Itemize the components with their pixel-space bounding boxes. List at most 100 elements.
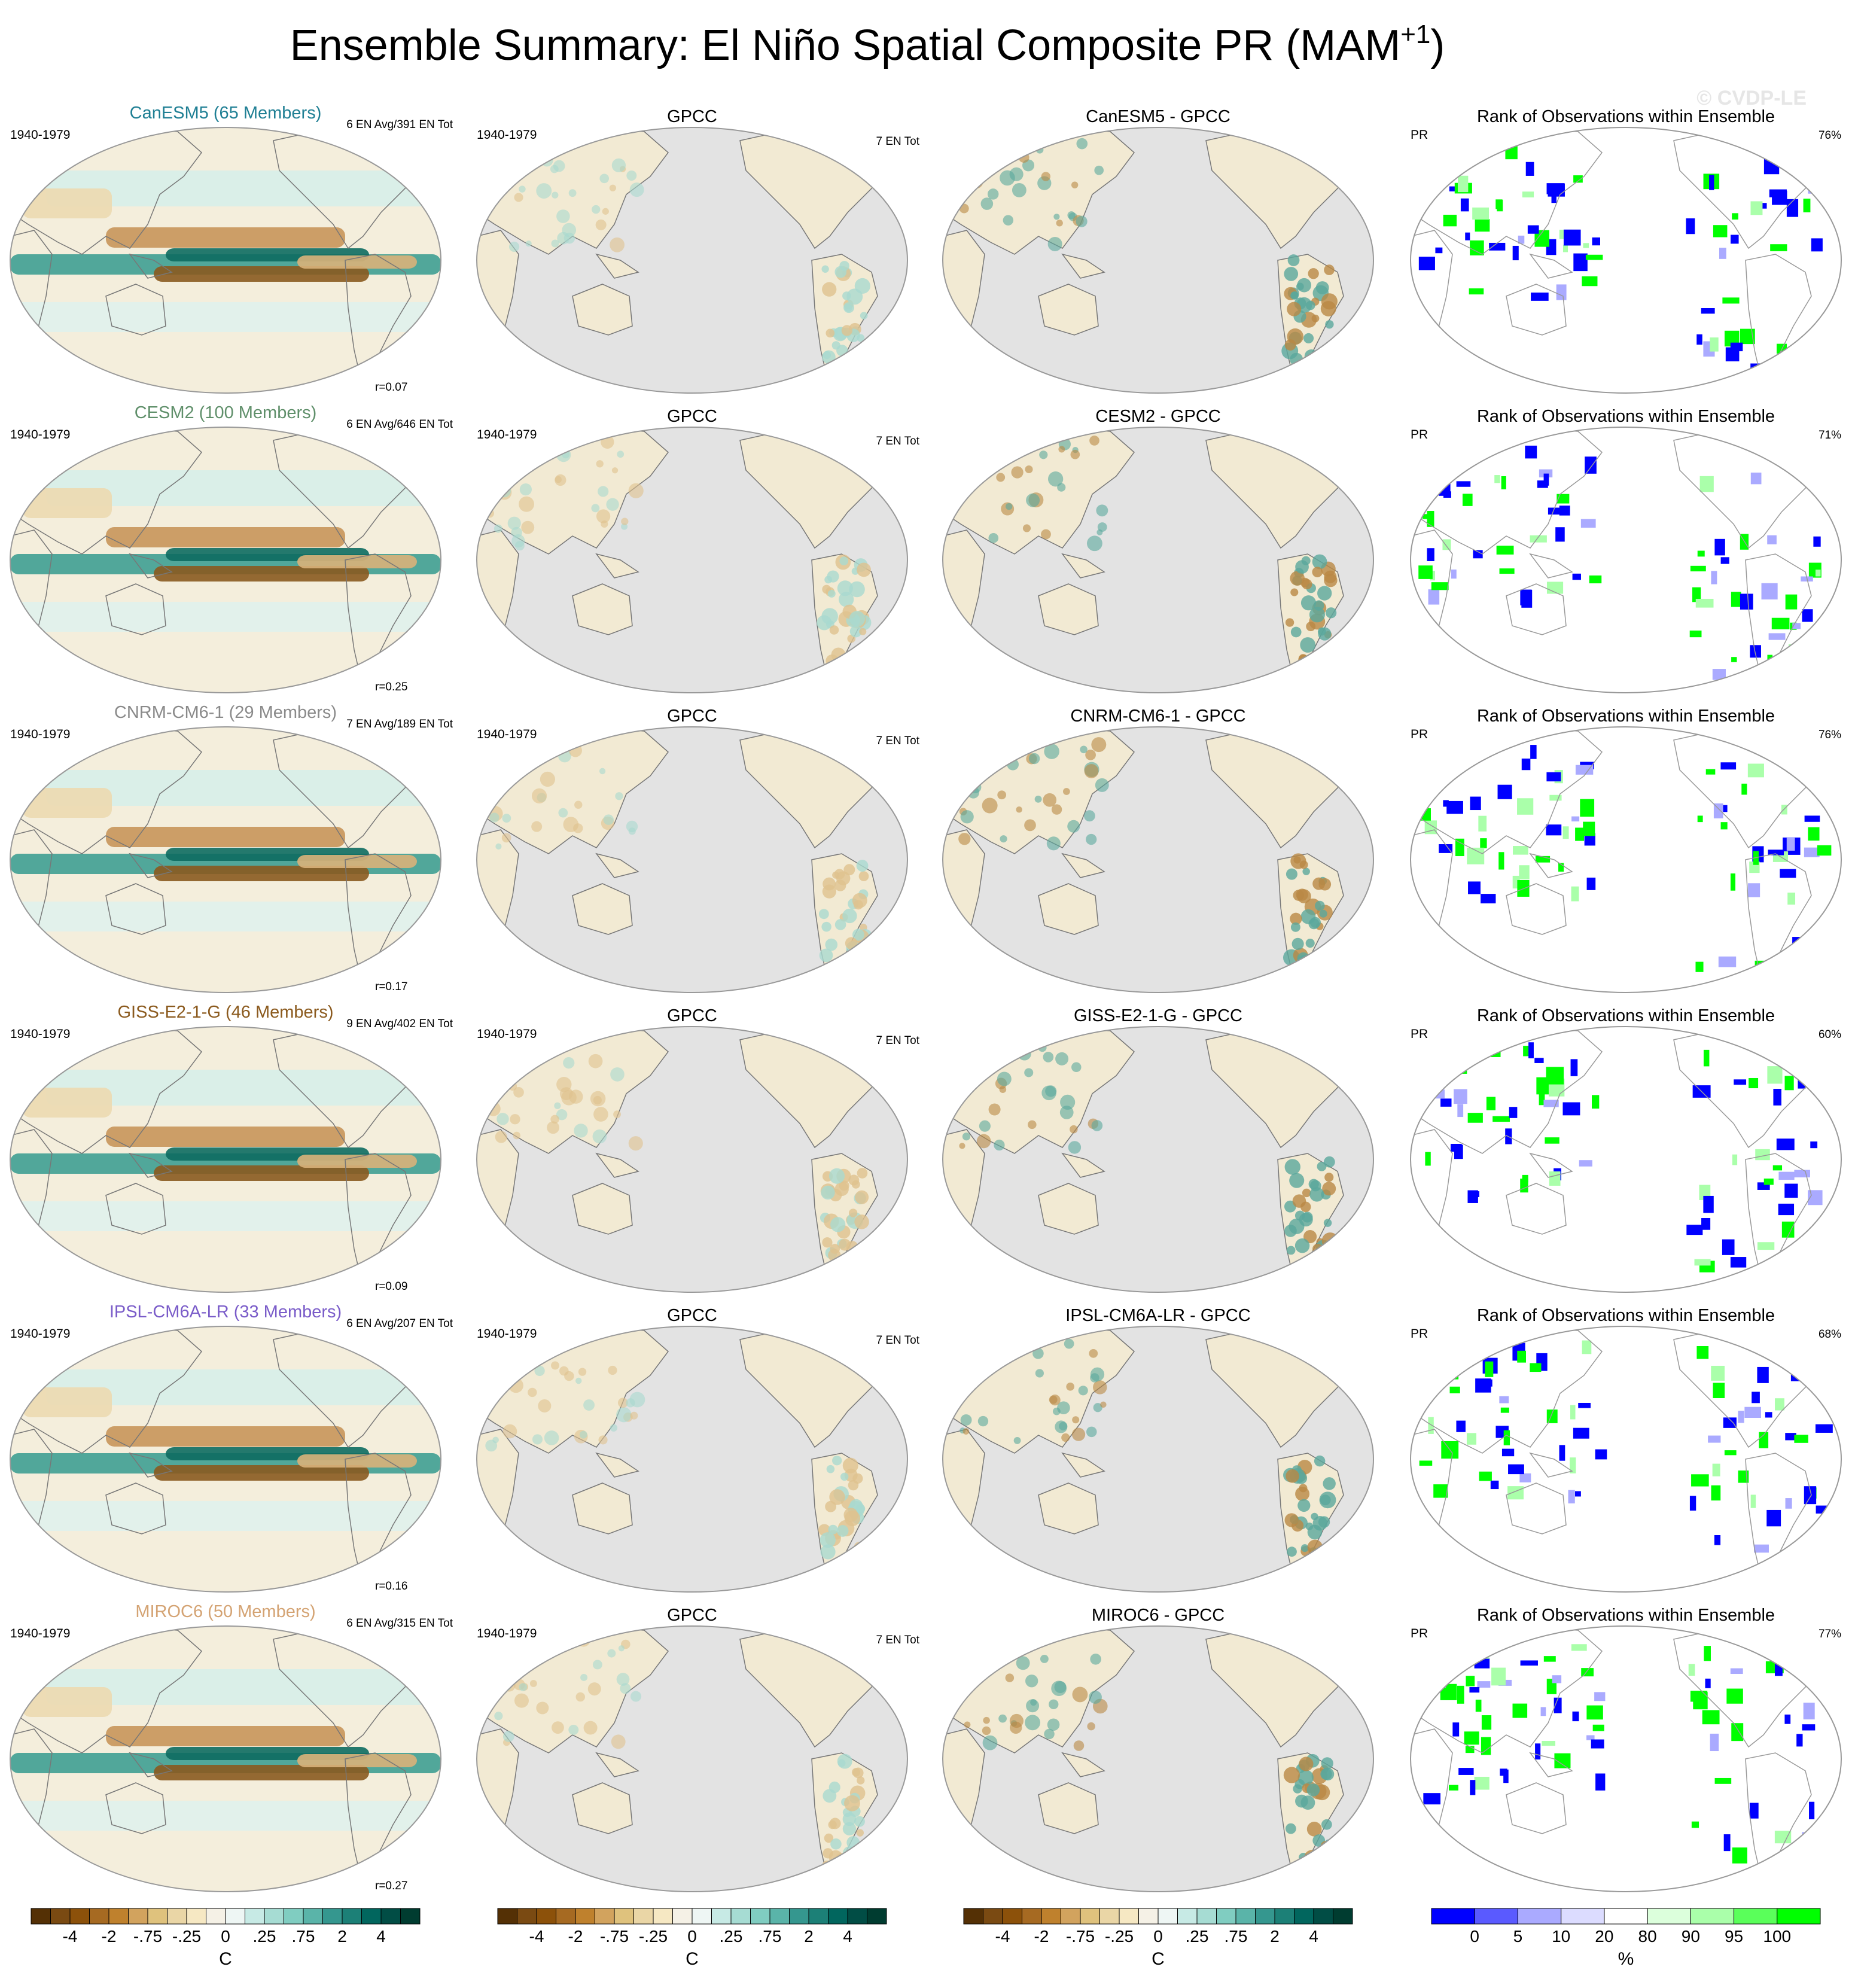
map-rank-cell (1523, 1046, 1529, 1057)
map-rank-cell (1808, 827, 1820, 841)
map-rank-cell (1775, 1398, 1784, 1411)
map-rank-cell (1749, 1803, 1759, 1819)
map-anomaly (962, 1428, 970, 1435)
map-anomaly (857, 334, 865, 342)
map-anomaly (615, 792, 623, 800)
map-rank-cell (1451, 569, 1457, 579)
map-rank-cell (1465, 1746, 1475, 1753)
colorbar-box (517, 1908, 537, 1925)
map-rank-cell (1688, 1664, 1695, 1676)
map-anomaly (494, 156, 504, 165)
map-anomaly (997, 790, 1007, 800)
map-panel (942, 1026, 1374, 1293)
map-anomaly (1072, 1686, 1088, 1703)
map-anomaly (998, 1714, 1007, 1723)
map-rank-cell (1713, 1383, 1725, 1398)
panel-period: 1940-1979 (10, 128, 70, 142)
map-rank-cell (1455, 838, 1464, 857)
map-rank-cell (1572, 573, 1581, 580)
colorbar-box (225, 1908, 245, 1925)
map-rank-cell (1452, 1722, 1460, 1737)
map-rank-cell (1440, 1683, 1457, 1700)
map-anomaly (1315, 281, 1329, 294)
map-anomaly (10, 1201, 441, 1231)
colorbar-box (1235, 1908, 1256, 1925)
map-anomaly (550, 1115, 559, 1124)
map-rank-cell (1786, 838, 1795, 851)
map-anomaly (1006, 1036, 1020, 1050)
colorbar-box (1274, 1908, 1294, 1925)
map-rank-cell (1446, 163, 1454, 172)
map-anomaly (10, 1501, 441, 1531)
map-anomaly (550, 165, 559, 173)
map-anomaly (1100, 1401, 1107, 1408)
map-anomaly (821, 608, 838, 625)
map-rank-cell (1595, 1773, 1606, 1791)
map-anomaly (556, 1109, 568, 1121)
map-rank-cell (1525, 162, 1534, 176)
map-border (942, 1026, 1374, 1293)
map-anomaly (1287, 1546, 1297, 1557)
map-anomaly (519, 1683, 528, 1691)
map-anomaly (22, 188, 112, 218)
map-rank-cell (1507, 1486, 1524, 1500)
panel-period: 1940-1979 (10, 727, 70, 741)
map-rank-cell (1754, 1544, 1769, 1553)
colorbar-label: -4 (995, 1927, 1010, 1946)
panel-correlation: r=0.17 (375, 981, 407, 993)
map-rank-cell (1446, 800, 1463, 814)
map-anomaly (1049, 1699, 1059, 1709)
map-anomaly (969, 781, 982, 793)
map-anomaly (823, 1789, 837, 1803)
panel-title: GPCC (667, 1306, 717, 1325)
panel-title: Rank of Observations within Ensemble (1477, 707, 1775, 726)
panel-count: 9 EN Avg/402 EN Tot (346, 1018, 453, 1030)
map-panel (1410, 127, 1842, 394)
map-border (942, 1625, 1374, 1892)
map-anomaly (1057, 1401, 1070, 1415)
map-anomaly (824, 576, 833, 584)
map-rank-cell (1481, 1737, 1491, 1755)
map-rank-cell (1765, 1412, 1772, 1418)
map-rank-cell (1503, 1430, 1510, 1445)
colorbar-box (147, 1908, 167, 1925)
map-rank-cell (1518, 235, 1525, 244)
map-panel (1410, 1326, 1842, 1593)
colorbar-label: -.75 (600, 1927, 629, 1946)
map-anomaly (824, 1833, 834, 1843)
map-rank-cell (1522, 191, 1534, 197)
map-rank-cell (1573, 175, 1583, 183)
map-rank-cell (1508, 1464, 1524, 1475)
map-anomaly (840, 360, 854, 374)
map-anomaly (858, 350, 870, 361)
colorbar-box (128, 1908, 148, 1925)
map-rank-cell (1470, 240, 1484, 255)
map-anomaly (1300, 637, 1316, 653)
map-rank-cell (1710, 1733, 1719, 1752)
map-anomaly (492, 1656, 503, 1667)
map-anomaly (1317, 586, 1332, 601)
map-anomaly (1025, 1715, 1041, 1731)
map-anomaly (555, 474, 566, 486)
colorbar-box (653, 1908, 673, 1925)
map-anomaly (959, 1143, 965, 1149)
map-border (10, 427, 441, 693)
map-anomaly (1283, 1767, 1300, 1783)
map-panel (476, 127, 908, 394)
map-rank-cell (1586, 1735, 1595, 1740)
panel-title: Rank of Observations within Ensemble (1477, 107, 1775, 126)
map-anomaly (1290, 588, 1299, 596)
map-anomaly (847, 653, 860, 666)
map-anomaly (822, 282, 837, 297)
map-anomaly (1303, 333, 1314, 344)
map-anomaly (1089, 436, 1099, 446)
map-rank-cell (1519, 1473, 1531, 1482)
panel-title: MIROC6 - GPCC (1092, 1606, 1225, 1625)
map-anomaly (552, 1036, 564, 1048)
map-anomaly (968, 485, 975, 491)
panel-variable: PR (1411, 1327, 1428, 1341)
map-rank-cell (1490, 1480, 1499, 1490)
map-rank-cell (1545, 1137, 1559, 1144)
map-rank-cell (1750, 1494, 1756, 1508)
map-anomaly (839, 1180, 849, 1191)
